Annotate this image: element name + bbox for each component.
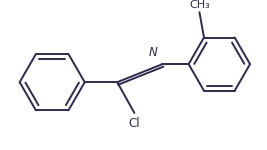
Text: N: N <box>149 46 158 59</box>
Text: CH₃: CH₃ <box>189 0 210 9</box>
Text: Cl: Cl <box>129 117 140 129</box>
